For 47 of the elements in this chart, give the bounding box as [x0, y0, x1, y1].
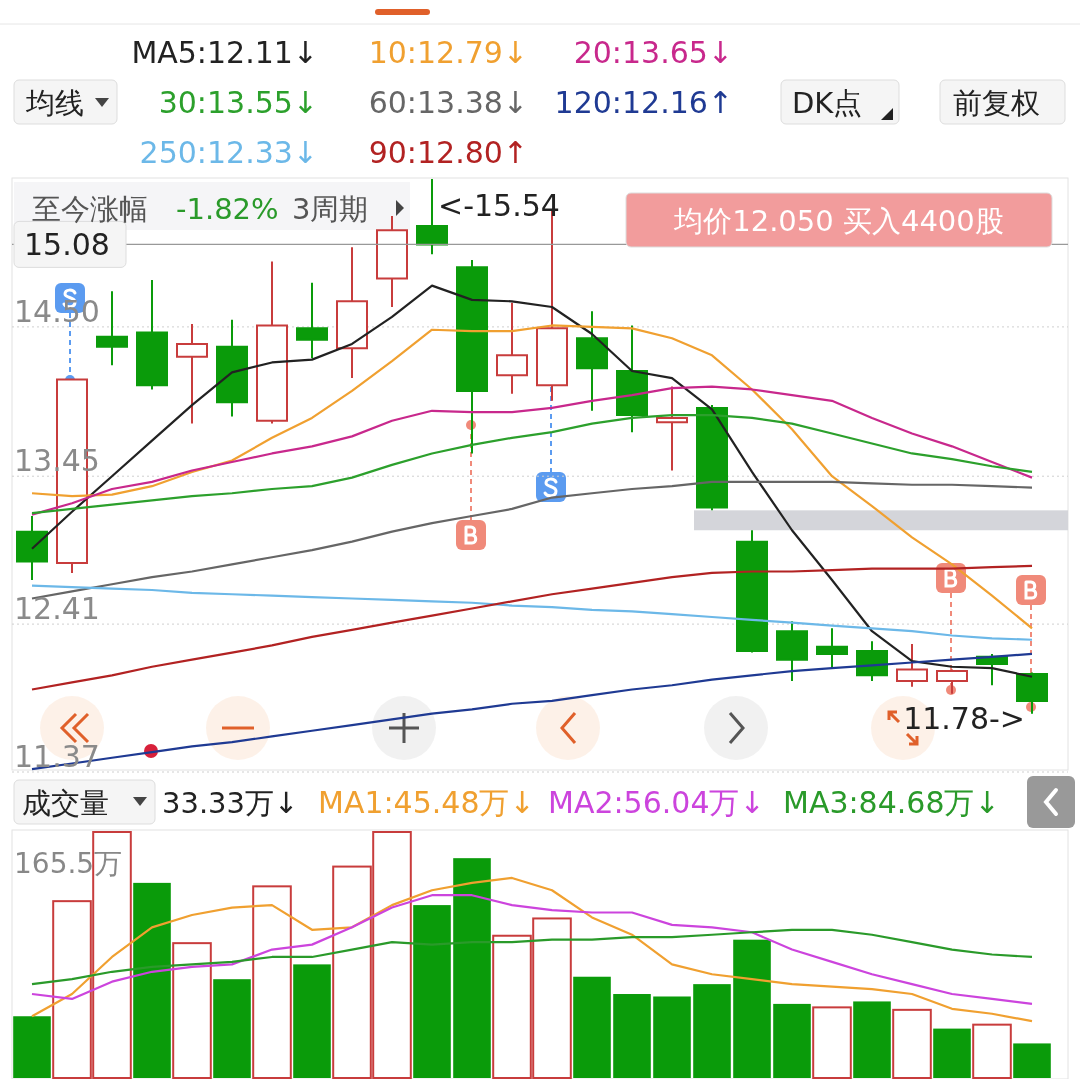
- text: 250:12.33↓: [139, 135, 318, 170]
- annotation: 3周期: [292, 192, 369, 226]
- bar: [773, 1003, 811, 1078]
- y-tick-label: 11.37: [14, 739, 100, 774]
- text: MA2:56.04万↓: [548, 785, 765, 820]
- moving-average-dropdown: 均线: [13, 79, 118, 125]
- text: MA1:45.48万↓: [318, 785, 535, 820]
- adjustment-button: 前复权: [939, 79, 1066, 125]
- text: 90:12.80↑: [368, 135, 528, 170]
- text: 10:12.79↓: [368, 35, 528, 70]
- annotation: -1.82%: [176, 192, 279, 226]
- annotation: 11.78->: [903, 701, 1025, 736]
- price-note-label: 均价12.050 买入4400股: [625, 192, 1053, 248]
- bar: [213, 979, 251, 1078]
- volume-dropdown: 成交量: [13, 779, 156, 825]
- bar: [172, 942, 212, 1079]
- bar: [252, 885, 292, 1079]
- bar: [453, 858, 491, 1078]
- bar: [972, 1023, 1012, 1079]
- bar: [653, 996, 691, 1078]
- bar: [613, 994, 651, 1078]
- annotation: <-15.54: [438, 188, 560, 223]
- text: 20:13.65↓: [573, 35, 733, 70]
- bar: [573, 976, 611, 1078]
- bar: [933, 1028, 971, 1078]
- dk-point-button: DK点: [780, 79, 900, 125]
- text: 120:12.16↑: [554, 85, 733, 120]
- y-tick-label: 14.50: [14, 293, 100, 329]
- bar: [293, 964, 331, 1078]
- ref-line-label: 15.08: [24, 227, 110, 263]
- annotation: 至今涨幅: [32, 192, 148, 226]
- text: 33.33万↓: [162, 786, 299, 820]
- bar: [892, 1008, 932, 1079]
- bar: [1013, 1043, 1051, 1078]
- text: MA3:84.68万↓: [783, 785, 1000, 820]
- bar: [812, 1006, 852, 1079]
- text: MA5:12.11↓: [131, 35, 318, 70]
- text: 30:13.55↓: [158, 85, 318, 120]
- y-tick-label: 12.41: [14, 591, 100, 627]
- annotation: 均价12.050 买入4400股: [673, 204, 1004, 238]
- bar: [853, 1001, 891, 1078]
- bar: [13, 1016, 51, 1078]
- text: 60:13.38↓: [368, 85, 528, 120]
- bar: [413, 905, 451, 1078]
- bar: [733, 939, 771, 1078]
- bar: [693, 984, 731, 1078]
- bar: [133, 882, 171, 1078]
